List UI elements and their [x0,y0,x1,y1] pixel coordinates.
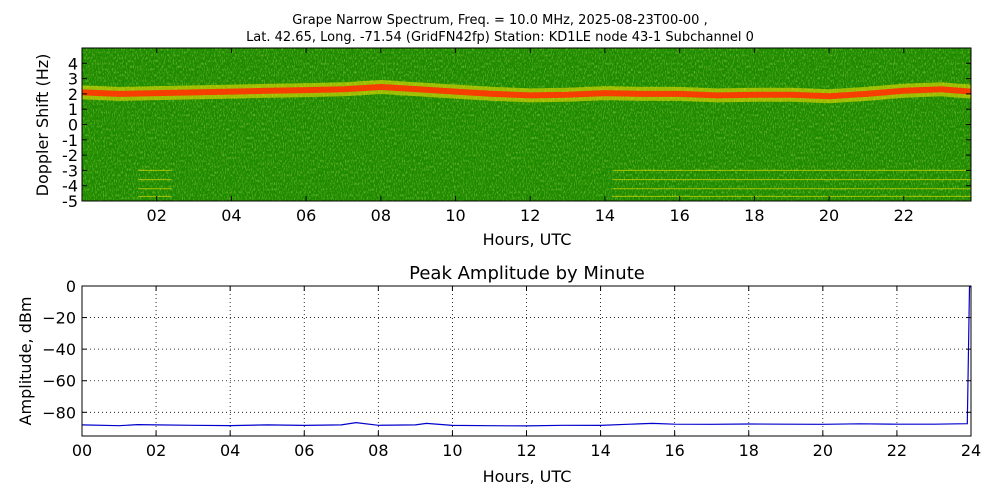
x-tick-label: 02 [146,441,166,460]
y-tick-label: −80 [42,403,76,422]
y-tick-label: -1 [62,131,78,150]
x-tick-label: 10 [442,441,462,460]
y-tick-label: 0 [66,277,76,296]
amplitude-x-label: Hours, UTC [483,467,572,486]
y-tick-label: 2 [68,85,78,104]
spectrogram-plot [82,48,971,201]
spectrogram-interference-lines [138,169,971,197]
x-tick-label: 20 [813,441,833,460]
y-tick-label: −60 [42,372,76,391]
x-tick-label: 08 [371,206,391,225]
x-tick-label: 06 [294,441,314,460]
x-tick-label: 10 [445,206,465,225]
x-tick-label: 14 [595,206,615,225]
x-tick-label: 22 [887,441,907,460]
y-tick-label: −40 [42,340,76,359]
y-tick-label: 0 [68,116,78,135]
x-tick-label: 14 [590,441,610,460]
y-tick-label: -5 [62,192,78,211]
x-tick-label: 12 [516,441,536,460]
amplitude-chart-title: Peak Amplitude by Minute [409,263,645,284]
x-tick-label: 20 [819,206,839,225]
x-tick-label: 04 [221,206,241,225]
x-tick-label: 02 [147,206,167,225]
x-tick-label: 16 [669,206,689,225]
y-tick-label: -3 [62,161,78,180]
x-tick-label: 24 [961,441,981,460]
figure-title-line-1: Grape Narrow Spectrum, Freq. = 10.0 MHz,… [292,13,708,28]
spectrogram-y-label: Doppler Shift (Hz) [33,54,52,197]
x-tick-label: 16 [664,441,684,460]
amplitude-series-line [81,286,971,427]
x-tick-label: 12 [520,206,540,225]
y-tick-label: -4 [62,177,78,196]
y-tick-label: 1 [68,100,78,119]
figure-title-line-2: Lat. 42.65, Long. -71.54 (GridFN42fp) St… [246,30,754,45]
x-tick-label: 22 [894,206,914,225]
x-tick-label: 06 [296,206,316,225]
spectrogram-peak-band [82,83,971,100]
amplitude-grid [82,286,971,436]
amplitude-frame [81,285,972,437]
spectrogram-x-label: Hours, UTC [483,230,572,249]
x-tick-label: 18 [744,206,764,225]
y-tick-label: -2 [62,146,78,165]
x-tick-label: 00 [72,441,92,460]
y-tick-label: −20 [42,309,76,328]
x-tick-label: 04 [220,441,240,460]
spectrogram-x-ticks: 02 04 06 08 10 12 14 16 18 20 22 [147,48,914,225]
y-tick-label: 3 [68,70,78,89]
x-tick-label: 08 [368,441,388,460]
spectrogram-noise [82,48,971,201]
amplitude-y-label: Amplitude, dBm [16,297,35,426]
amplitude-x-ticks: 00 02 04 06 08 10 12 14 16 18 20 22 24 [72,286,981,460]
amplitude-y-ticks: 0 −20 −40 −60 −80 [42,277,971,422]
x-tick-label: 18 [739,441,759,460]
y-tick-label: 4 [68,54,78,73]
